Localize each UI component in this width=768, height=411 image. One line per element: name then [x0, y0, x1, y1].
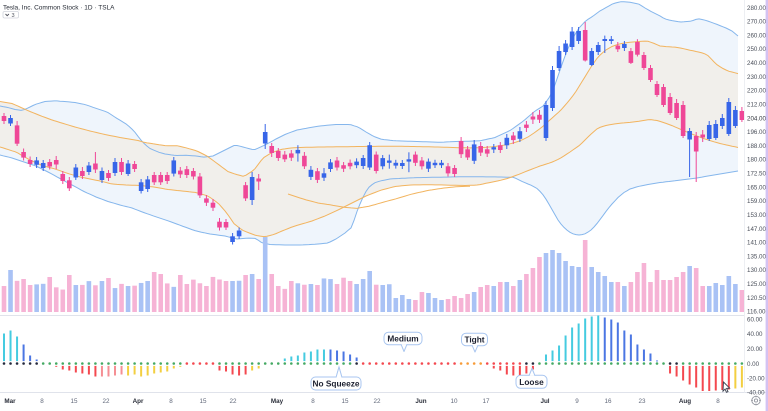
svg-text:22: 22 [102, 398, 110, 405]
svg-text:260.00: 260.00 [747, 32, 766, 39]
svg-text:Apr: Apr [133, 398, 144, 405]
svg-text:-40.00: -40.00 [747, 389, 765, 396]
svg-text:153.00: 153.00 [747, 212, 766, 219]
svg-text:-20.00: -20.00 [747, 376, 765, 383]
svg-text:180.00: 180.00 [747, 157, 766, 164]
svg-text:No Squeeze: No Squeeze [312, 379, 359, 389]
svg-text:280.00: 280.00 [747, 5, 766, 12]
svg-text:204.00: 204.00 [747, 115, 766, 122]
svg-text:Jul: Jul [540, 398, 549, 405]
svg-text:125.00: 125.00 [747, 281, 766, 288]
svg-text:15: 15 [199, 398, 207, 405]
svg-text:230.00: 230.00 [747, 74, 766, 81]
svg-text:Aug: Aug [679, 398, 691, 405]
svg-text:Tesla, Inc. Common Stock · 1D: Tesla, Inc. Common Stock · 1D · TSLA [3, 5, 115, 12]
svg-text:120.50: 120.50 [747, 295, 766, 302]
svg-text:116.00: 116.00 [747, 309, 766, 316]
svg-text:172.50: 172.50 [747, 171, 766, 178]
svg-text:15: 15 [70, 398, 78, 405]
svg-text:23: 23 [638, 398, 646, 405]
svg-text:159.00: 159.00 [747, 198, 766, 205]
svg-text:8: 8 [311, 398, 315, 405]
svg-text:20.00: 20.00 [747, 346, 763, 353]
svg-text:8: 8 [169, 398, 173, 405]
svg-text:Tight: Tight [464, 335, 484, 345]
svg-text:May: May [271, 398, 284, 405]
svg-text:Jun: Jun [415, 398, 426, 405]
svg-text:22: 22 [229, 398, 237, 405]
svg-text:10: 10 [450, 398, 458, 405]
svg-text:16: 16 [604, 398, 612, 405]
svg-text:0.00: 0.00 [747, 361, 760, 368]
svg-text:15: 15 [341, 398, 349, 405]
svg-text:141.00: 141.00 [747, 240, 766, 247]
svg-text:Mar: Mar [4, 398, 16, 405]
svg-text:165.00: 165.00 [747, 184, 766, 191]
svg-text:250.00: 250.00 [747, 46, 766, 53]
svg-text:220.00: 220.00 [747, 88, 766, 95]
svg-text:Loose: Loose [519, 377, 544, 387]
svg-text:130.00: 130.00 [747, 267, 766, 274]
svg-text:8: 8 [716, 398, 720, 405]
svg-text:188.00: 188.00 [747, 143, 766, 150]
svg-text:270.00: 270.00 [747, 19, 766, 26]
svg-text:60.00: 60.00 [747, 316, 763, 323]
svg-text:3: 3 [12, 13, 15, 19]
svg-text:17: 17 [482, 398, 490, 405]
svg-text:147.00: 147.00 [747, 226, 766, 233]
svg-text:212.00: 212.00 [747, 102, 766, 109]
svg-text:22: 22 [373, 398, 381, 405]
svg-text:40.00: 40.00 [747, 331, 763, 338]
svg-text:240.00: 240.00 [747, 60, 766, 67]
svg-text:Medium: Medium [387, 334, 418, 344]
svg-text:196.00: 196.00 [747, 129, 766, 136]
svg-text:135.00: 135.00 [747, 253, 766, 260]
svg-text:9: 9 [575, 398, 579, 405]
svg-text:8: 8 [40, 398, 44, 405]
